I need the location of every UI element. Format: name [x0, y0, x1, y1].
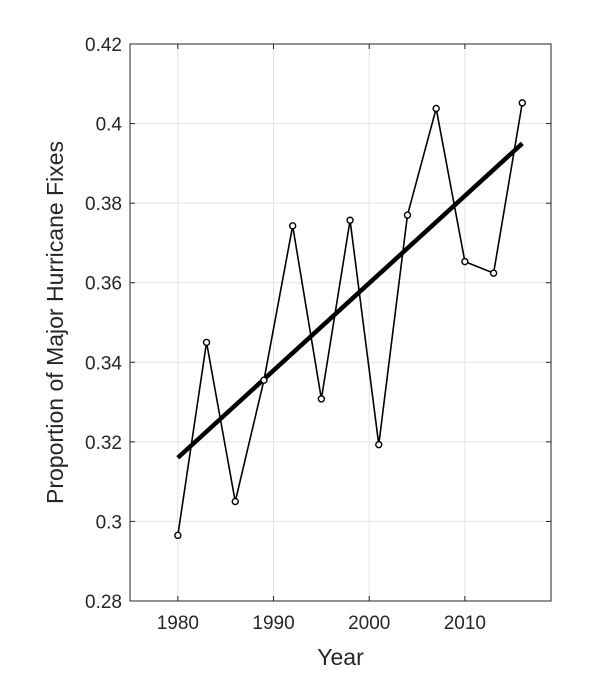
data-point: [489, 269, 498, 277]
data-point: [174, 531, 182, 540]
x-axis: 1980 1990 2000 2010: [157, 44, 486, 634]
data-point: [260, 376, 268, 384]
x-tick-label: 2000: [348, 613, 390, 634]
data-point: [231, 497, 239, 506]
data-point: [202, 338, 211, 347]
y-axis: 0.28 0.3 0.32 0.34 0.36 0.38 0.4 0.42: [85, 35, 551, 613]
y-tick-label: 0.4: [96, 115, 123, 136]
data-point: [317, 395, 326, 403]
y-tick-label: 0.42: [85, 35, 122, 56]
y-tick-label: 0.38: [85, 194, 122, 215]
data-point: [346, 216, 354, 224]
data-point: [461, 257, 469, 266]
data-point: [518, 99, 526, 107]
y-tick-label: 0.3: [96, 512, 122, 533]
x-tick-label: 1980: [157, 613, 199, 634]
trend-line: [176, 141, 524, 460]
y-tick-label: 0.32: [85, 433, 122, 454]
plot-area: [129, 43, 552, 602]
x-tick-label: 2010: [444, 613, 486, 634]
y-tick-label: 0.36: [85, 274, 122, 295]
x-axis-label: Year: [317, 644, 364, 670]
data-point: [432, 104, 440, 113]
series-layer: [174, 99, 526, 540]
data-point: [403, 211, 412, 219]
data-point: [375, 440, 383, 449]
data-point: [288, 222, 297, 230]
y-tick-label: 0.34: [85, 353, 122, 374]
y-axis-label: Proportion of Major Hurricane Fixes: [42, 141, 68, 504]
y-tick-label: 0.28: [85, 592, 122, 613]
x-tick-label: 1990: [252, 613, 294, 634]
